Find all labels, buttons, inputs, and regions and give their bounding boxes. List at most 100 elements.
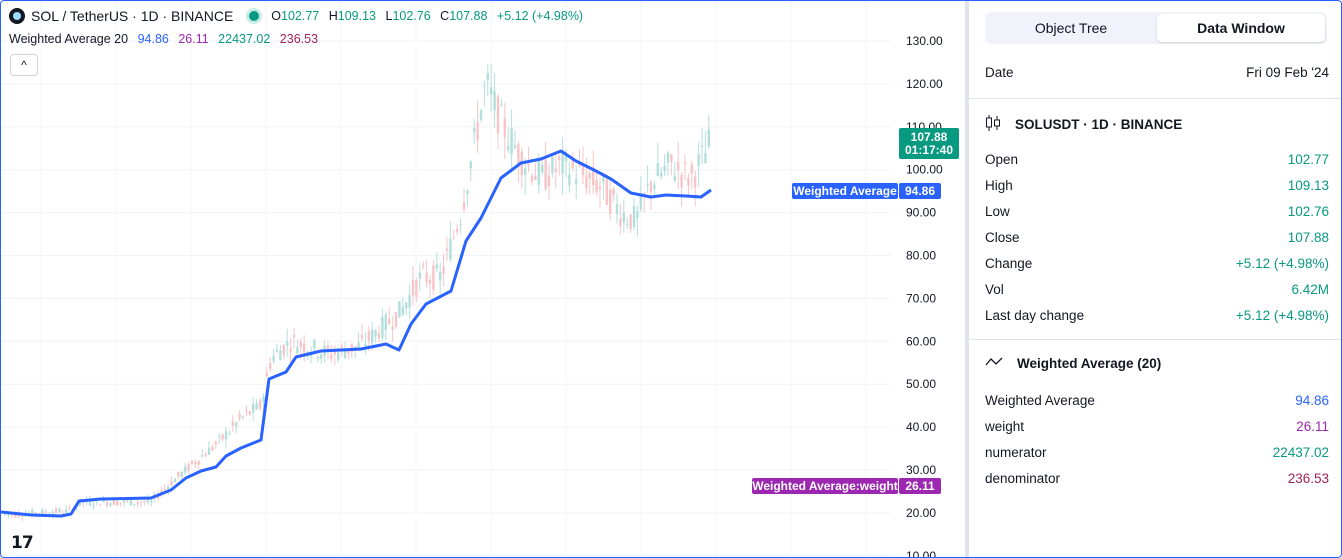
candle-body (581, 163, 585, 176)
candle-body (496, 96, 500, 134)
data-row-label: Change (985, 256, 1033, 271)
symbol-title[interactable]: SOL / TetherUS · 1D · BINANCE (31, 8, 234, 24)
candle-body (204, 454, 207, 457)
candle-body (333, 350, 336, 355)
candle-body (394, 312, 398, 327)
candle-body (422, 264, 425, 267)
candle-body (275, 350, 279, 352)
candle-body (415, 279, 418, 298)
candle-body (289, 348, 292, 352)
candle-body (326, 345, 330, 350)
candle-body (347, 351, 350, 354)
symbol-section-title[interactable]: SOLUSDT · 1D · BINANCE (985, 114, 1182, 135)
candle-body (296, 347, 299, 354)
candle-body (646, 184, 649, 186)
candle-body (136, 502, 139, 504)
candle-body (473, 128, 476, 133)
candle-body (401, 306, 404, 315)
high-value: 109.13 (337, 9, 377, 23)
data-row: denominator 236.53 (985, 468, 1329, 490)
candle-body (14, 513, 17, 518)
chart-pane[interactable]: 130.00 120.00 110.00 100.00 90.00 80.00 70.00 6… (1, 1, 963, 557)
pane-divider[interactable] (965, 1, 969, 557)
low-value: 102.76 (392, 9, 431, 23)
candle-body (330, 354, 333, 359)
candle-body (299, 341, 302, 348)
candle-body (58, 509, 61, 512)
candle-body (34, 512, 37, 515)
candle-body (119, 502, 122, 504)
candle-body (354, 346, 357, 349)
tab-object-tree[interactable]: Object Tree (1034, 20, 1108, 36)
candle-body (517, 144, 520, 165)
indicator-section-title[interactable]: Weighted Average (20) (985, 356, 1161, 371)
candle-body (3, 514, 7, 516)
candle-body (649, 181, 653, 192)
candle-body (524, 167, 527, 175)
candle-body (435, 264, 438, 269)
candle-body (384, 314, 387, 331)
tradingview-logo[interactable]: 17 (11, 533, 34, 553)
candle-body (656, 163, 659, 177)
high-key: H (328, 9, 338, 23)
candle-body (343, 351, 347, 359)
candle-body (235, 422, 238, 427)
price-chart[interactable]: 130.00 120.00 110.00 100.00 90.00 80.00 70.00 6… (1, 1, 963, 557)
data-row-value: 109.13 (1287, 178, 1329, 193)
candle-body (660, 172, 663, 177)
candle-body (626, 223, 629, 225)
candle-body (687, 177, 690, 186)
candle-body (602, 175, 605, 183)
candle-body (224, 431, 228, 440)
date-row: Date Fri 09 Feb '24 (985, 62, 1329, 84)
candle-body (105, 502, 109, 506)
candle-body (513, 145, 517, 148)
candle-body (116, 501, 119, 506)
candle-body (445, 248, 449, 251)
indicator-legend-name[interactable]: Weighted Average 20 (9, 32, 129, 46)
open-value: 102.77 (281, 9, 320, 23)
candle-body (316, 357, 319, 359)
candle-body (442, 266, 445, 274)
symbol-header: SOL / TetherUS · 1D · BINANCE O102.77 H1… (9, 8, 589, 24)
candle-body (88, 499, 92, 506)
data-window-panel: Object Tree Data Window Date Fri 09 Feb … (969, 1, 1341, 557)
indicator-legend[interactable]: Weighted Average 20 94.86 26.11 22437.02… (9, 32, 324, 46)
candle-body (595, 179, 598, 193)
collapse-legend-button[interactable]: ^ (10, 54, 38, 76)
candle-body (629, 214, 632, 229)
indicator-legend-numerator: 22437.02 (218, 32, 271, 46)
candle-body (102, 499, 105, 502)
candle-body (187, 464, 190, 472)
candle-body (170, 480, 173, 486)
candle-body (61, 512, 64, 514)
candle-body (643, 193, 646, 195)
candle-body (163, 488, 166, 490)
price-axis-tick: 100.00 (906, 163, 943, 177)
price-axis-tick: 80.00 (906, 249, 936, 263)
data-row-label: Close (985, 230, 1020, 245)
candle-body (255, 402, 258, 410)
line-chart-icon (985, 356, 1003, 371)
candle-body (578, 164, 581, 166)
candle-body (585, 175, 588, 189)
data-row-value: 26.11 (1296, 419, 1329, 434)
candle-body (551, 156, 554, 174)
candle-body (51, 512, 54, 516)
data-row-value: +5.12 (+4.98%) (1235, 256, 1329, 271)
candle-body (231, 421, 234, 426)
candle-body (663, 165, 666, 172)
candle-body (129, 499, 132, 506)
tab-data-window[interactable]: Data Window (1157, 14, 1325, 42)
price-axis-tick: 70.00 (906, 291, 936, 305)
ohlc-values: O102.77 H109.13 L102.76 C107.88 +5.12 (+… (271, 9, 589, 23)
candle-body (146, 498, 149, 503)
data-row-label: numerator (985, 445, 1047, 460)
candle-body (238, 413, 241, 419)
candle-body (258, 400, 262, 409)
symbol-section-label: SOLUSDT · 1D · BINANCE (1015, 117, 1183, 132)
candle-body (483, 85, 486, 87)
candle-body (194, 462, 197, 465)
candle-body (588, 172, 591, 179)
candle-body (292, 335, 296, 338)
